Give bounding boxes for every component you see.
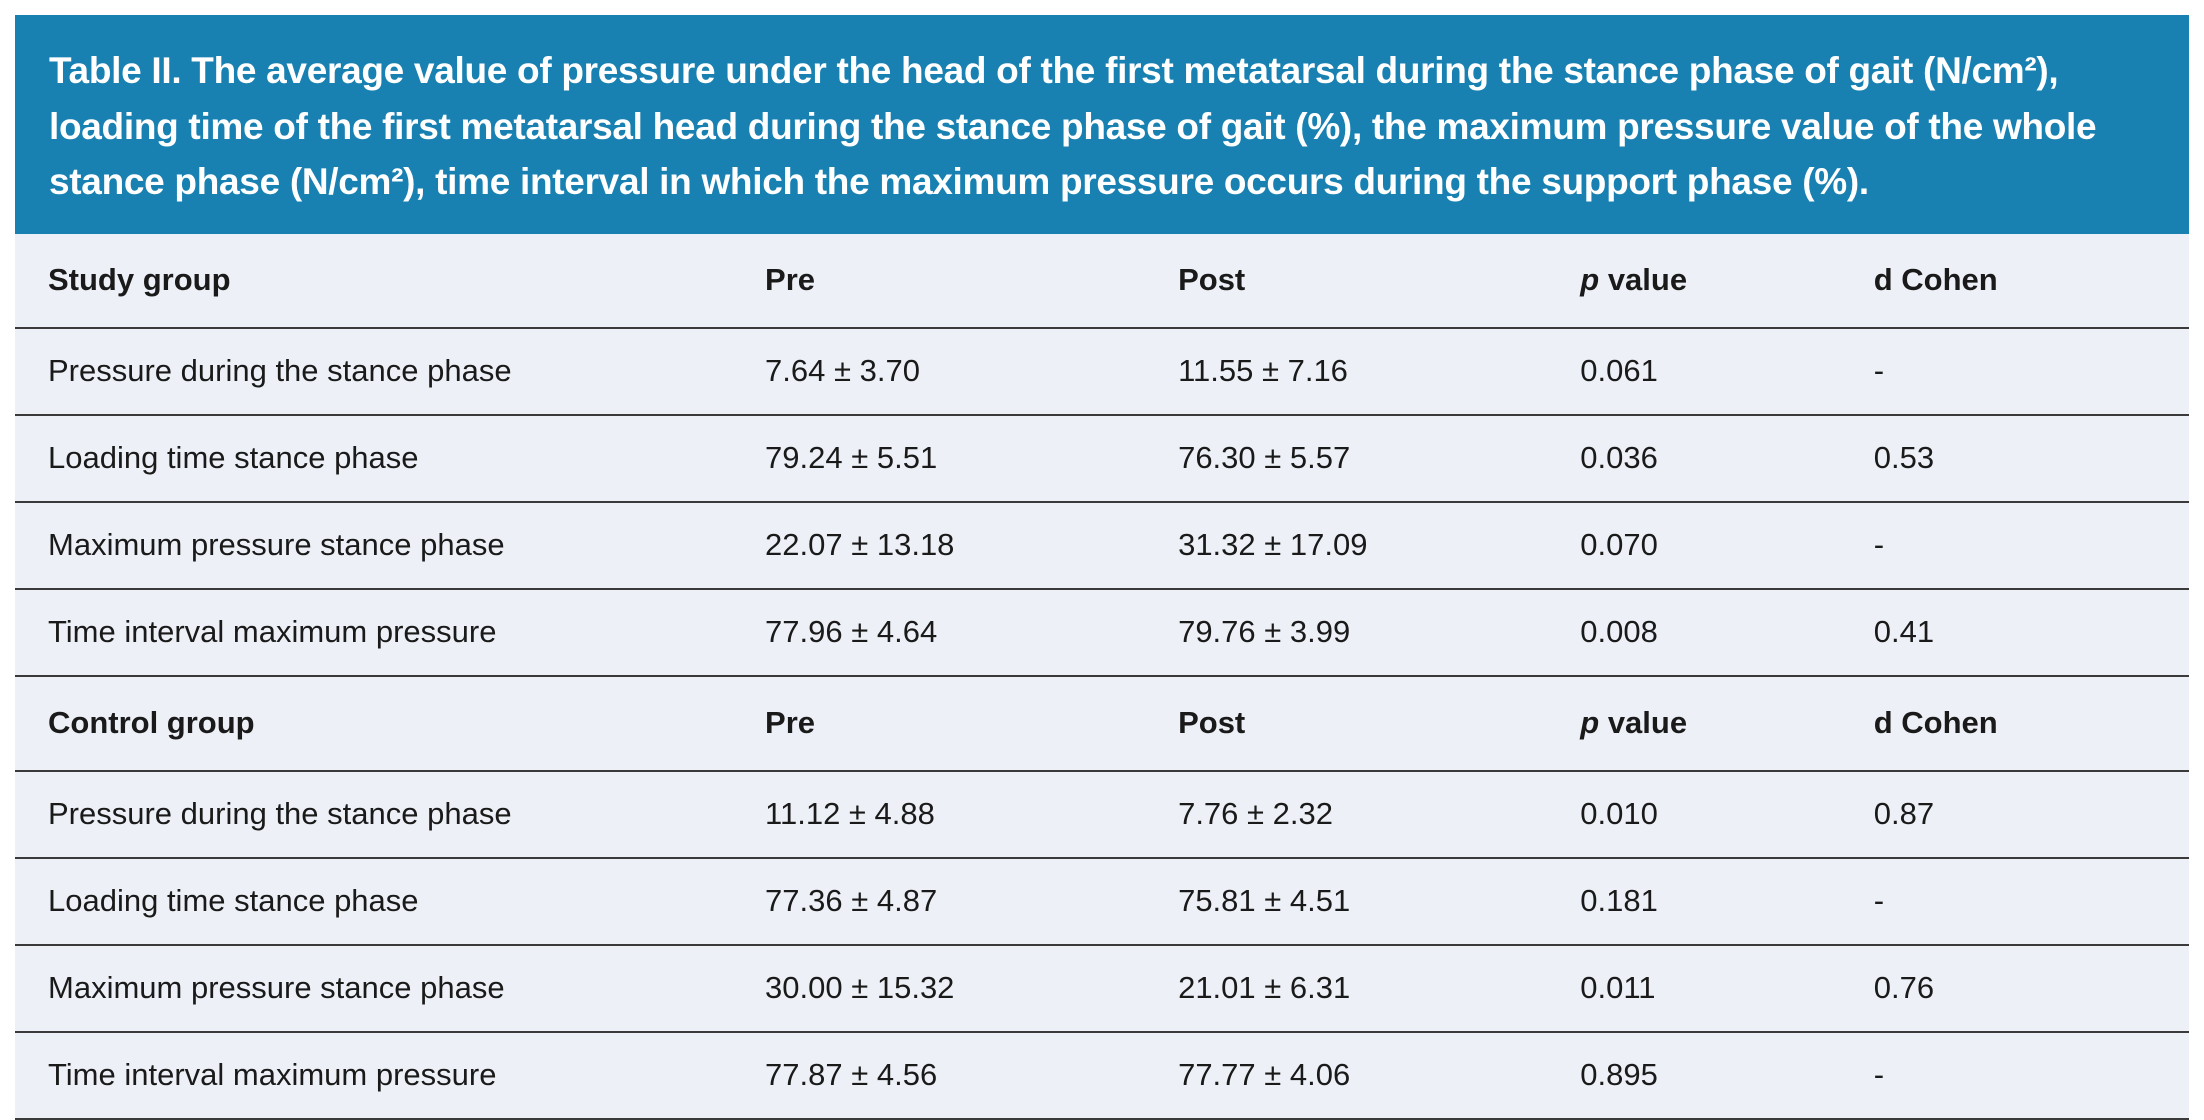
measure-label: Pressure during the stance phase: [15, 770, 766, 859]
p-rest: value: [1599, 705, 1688, 740]
measure-label: Loading time stance phase: [15, 857, 766, 946]
table-row: Loading time stance phase 79.24 ± 5.51 7…: [15, 414, 2189, 503]
post-value: 7.76 ± 2.32: [1178, 770, 1581, 859]
p-value: 0.061: [1580, 327, 1874, 416]
col-header-post: Post: [1178, 233, 1581, 329]
d-cohen-value: -: [1873, 857, 2189, 946]
p-value: 0.181: [1580, 857, 1874, 946]
measure-label: Pressure during the stance phase: [15, 327, 766, 416]
col-header-d-cohen: d Cohen: [1873, 675, 2189, 772]
measure-label: Maximum pressure stance phase: [15, 501, 766, 590]
table-row: Maximum pressure stance phase 30.00 ± 15…: [15, 944, 2189, 1033]
post-value: 11.55 ± 7.16: [1178, 327, 1581, 416]
p-value: 0.895: [1580, 1031, 1874, 1120]
table-row: Time interval maximum pressure 77.96 ± 4…: [15, 588, 2189, 677]
p-value: 0.070: [1580, 501, 1874, 590]
table-row: Time interval maximum pressure 77.87 ± 4…: [15, 1031, 2189, 1120]
group-label: Study group: [15, 233, 766, 329]
col-header-post: Post: [1178, 675, 1581, 772]
table-caption-banner: Table II. The average value of pressure …: [15, 15, 2189, 234]
pre-value: 22.07 ± 13.18: [765, 501, 1179, 590]
group-label: Control group: [15, 675, 766, 772]
p-value: 0.008: [1580, 588, 1874, 677]
pre-value: 77.36 ± 4.87: [765, 857, 1179, 946]
post-value: 31.32 ± 17.09: [1178, 501, 1581, 590]
post-value: 77.77 ± 4.06: [1178, 1031, 1581, 1120]
pre-value: 79.24 ± 5.51: [765, 414, 1179, 503]
table-row: Maximum pressure stance phase 22.07 ± 13…: [15, 501, 2189, 590]
d-cohen-value: -: [1873, 501, 2189, 590]
col-header-d-cohen: d Cohen: [1873, 233, 2189, 329]
d-cohen-value: 0.76: [1873, 944, 2189, 1033]
post-value: 75.81 ± 4.51: [1178, 857, 1581, 946]
col-header-pre: Pre: [765, 233, 1179, 329]
table-row: Pressure during the stance phase 11.12 ±…: [15, 770, 2189, 859]
control-group-header-row: Control group Pre Post p value d Cohen: [15, 675, 2189, 772]
measure-label: Time interval maximum pressure: [15, 1031, 766, 1120]
col-header-p-value: p value: [1580, 233, 1874, 329]
d-cohen-value: 0.87: [1873, 770, 2189, 859]
table-row: Loading time stance phase 77.36 ± 4.87 7…: [15, 857, 2189, 946]
p-symbol: p: [1580, 705, 1600, 740]
page: Table II. The average value of pressure …: [15, 15, 2189, 1120]
pre-value: 7.64 ± 3.70: [765, 327, 1179, 416]
d-cohen-value: 0.41: [1873, 588, 2189, 677]
pre-value: 30.00 ± 15.32: [765, 944, 1179, 1033]
p-value: 0.010: [1580, 770, 1874, 859]
measure-label: Time interval maximum pressure: [15, 588, 766, 677]
pre-value: 77.96 ± 4.64: [765, 588, 1179, 677]
d-cohen-value: -: [1873, 327, 2189, 416]
d-cohen-value: 0.53: [1873, 414, 2189, 503]
p-rest: value: [1599, 262, 1688, 297]
col-header-pre: Pre: [765, 675, 1179, 772]
d-cohen-value: -: [1873, 1031, 2189, 1120]
post-value: 76.30 ± 5.57: [1178, 414, 1581, 503]
pre-value: 11.12 ± 4.88: [765, 770, 1179, 859]
table-title: Table II. The average value of pressure …: [49, 50, 2097, 202]
p-symbol: p: [1580, 262, 1600, 297]
post-value: 21.01 ± 6.31: [1178, 944, 1581, 1033]
post-value: 79.76 ± 3.99: [1178, 588, 1581, 677]
study-group-header-row: Study group Pre Post p value d Cohen: [15, 233, 2189, 329]
measure-label: Loading time stance phase: [15, 414, 766, 503]
measure-label: Maximum pressure stance phase: [15, 944, 766, 1033]
pre-value: 77.87 ± 4.56: [765, 1031, 1179, 1120]
table-row: Pressure during the stance phase 7.64 ± …: [15, 327, 2189, 416]
p-value: 0.011: [1580, 944, 1874, 1033]
results-table: Study group Pre Post p value d Cohen Pre…: [15, 233, 2189, 1120]
col-header-p-value: p value: [1580, 675, 1874, 772]
p-value: 0.036: [1580, 414, 1874, 503]
